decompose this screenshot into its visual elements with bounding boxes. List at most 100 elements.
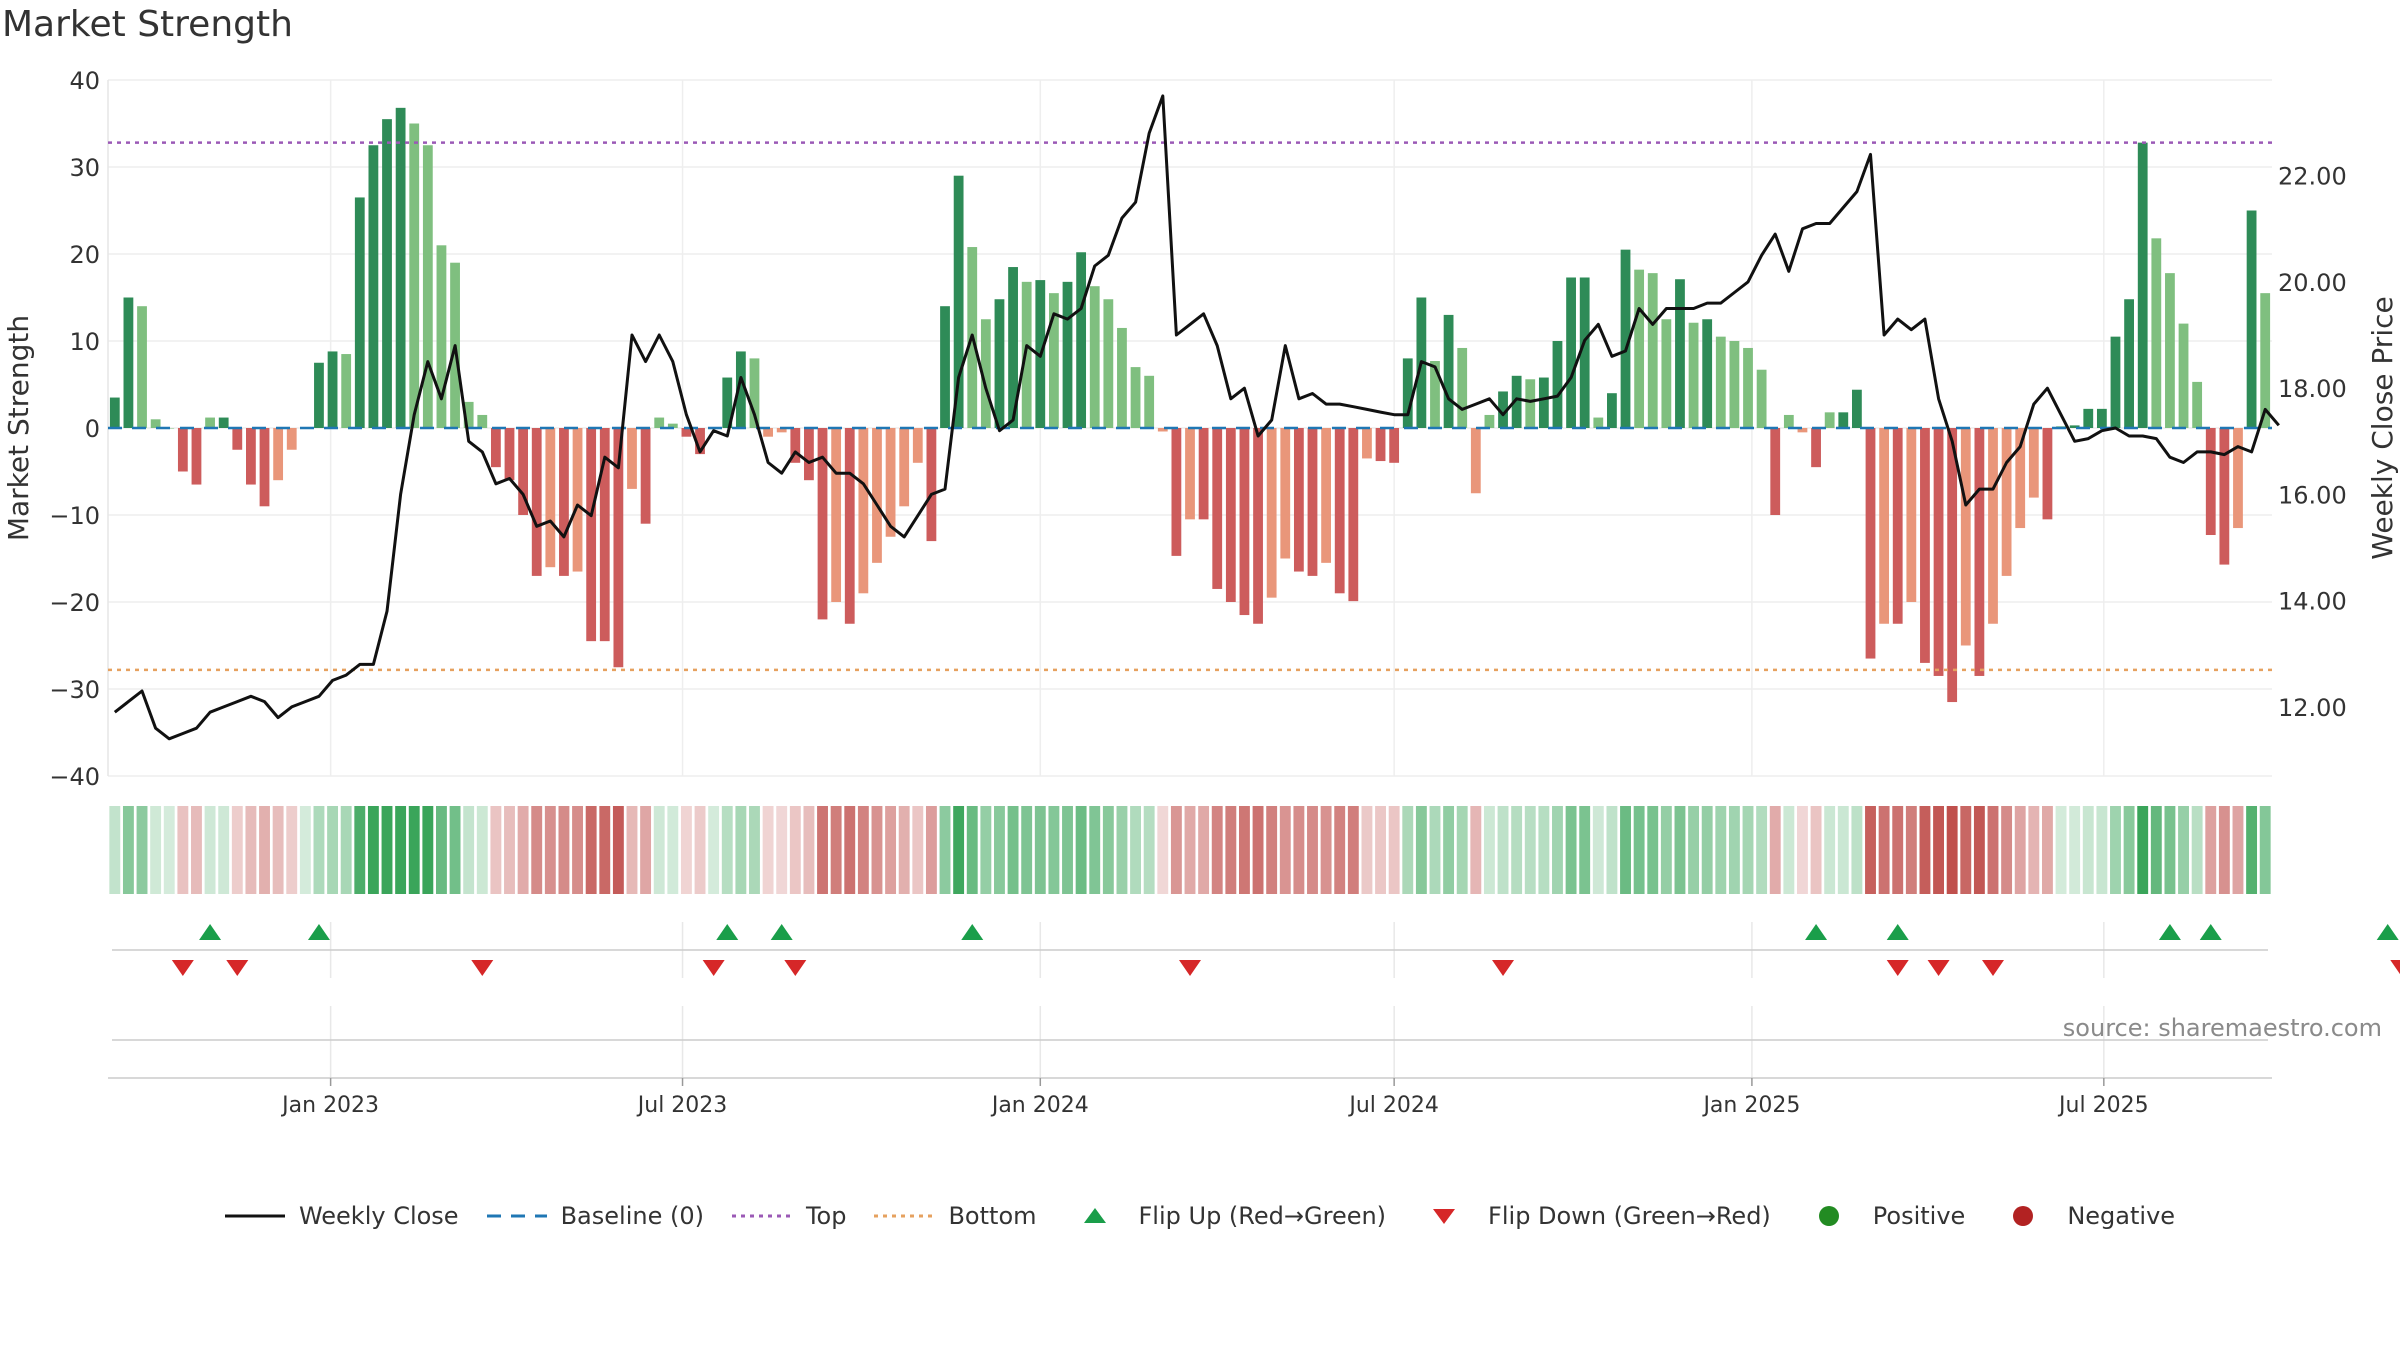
flip-down-marker [1492,960,1515,976]
y2-tick-label: 22.00 [2278,163,2347,191]
flip-up-marker [2158,924,2181,940]
strength-heat-cell [476,806,488,894]
strength-heat-cell [204,806,216,894]
strength-bar [327,351,338,428]
strength-heat-cell [163,806,175,894]
legend-label: Weekly Close [298,1202,459,1230]
strength-heat-cell [231,806,243,894]
strength-bar [763,428,773,437]
strength-heat-cell [2082,806,2094,894]
strength-heat-cell [1987,806,1999,894]
strength-bar [872,428,882,563]
strength-heat-cell [1375,806,1386,894]
strength-heat-cell [544,806,556,894]
strength-bar [1130,367,1141,428]
strength-bar [1811,428,1821,468]
strength-heat-cell [1688,806,1700,894]
y-tick-label: 10 [69,328,100,356]
strength-bar [1389,428,1400,463]
strength-heat-cell [1021,806,1033,894]
strength-heat-cell [381,806,393,894]
strength-bar [273,428,284,481]
strength-bar [1552,341,1563,428]
strength-heat-cell [422,806,434,894]
strength-heat-cell [2178,806,2189,894]
strength-bar [722,377,733,428]
strength-bar [1321,428,1332,563]
strength-bar [2178,323,2189,428]
strength-bar [518,428,529,515]
strength-heat-cell [912,806,924,894]
strength-bar [1484,414,1495,428]
legend-symbol [874,1204,935,1228]
strength-bar [1892,428,1903,624]
strength-bar [1988,428,1998,624]
strength-bar [994,299,1005,428]
flip-up-marker [716,924,739,940]
strength-bar [654,417,665,428]
strength-heat-cell [2246,806,2258,894]
strength-heat-cell [1701,806,1713,894]
strength-bar [341,354,352,428]
strength-heat-cell [1361,806,1373,894]
strength-heat-cell [871,806,883,894]
strength-bar [1511,375,1522,428]
strength-bar [2219,428,2230,565]
strength-bar [1607,393,1617,428]
strength-heat-cell [817,806,828,894]
strength-bar [2137,142,2148,428]
strength-heat-cell [1279,806,1291,894]
strength-heat-cell [1075,806,1087,894]
flip-down-marker [2390,960,2400,975]
legend-item: Flip Down (Green→Red) [1414,1202,1771,1230]
strength-heat-cell [2191,806,2203,894]
strength-bar [1375,428,1386,462]
strength-heat-cell [259,806,270,894]
strength-heat-cell [939,806,951,894]
flip-up-marker [307,924,330,940]
strength-heat-cell [218,806,230,894]
legend-label: Negative [2067,1202,2176,1230]
strength-bar [844,428,855,624]
strength-heat-cell [1715,806,1727,894]
strength-bar [1171,428,1182,556]
strength-heat-cell [1198,806,1210,894]
strength-heat-cell [721,806,733,894]
strength-heat-cell [844,806,856,894]
strength-bar [205,417,215,428]
strength-heat-cell [830,806,842,894]
legend-symbol [224,1204,285,1228]
strength-heat-cell [122,806,134,894]
flip-up-marker [1886,924,1909,940]
strength-bar [1185,428,1195,520]
strength-heat-cell [1756,806,1768,894]
strength-heat-cell [299,806,311,894]
strength-bar [1362,428,1372,459]
strength-bar [1334,428,1345,594]
strength-bar [1715,336,1726,428]
legend-label: Baseline (0) [560,1202,704,1230]
strength-bar [477,414,488,428]
strength-heat-cell [1443,806,1455,894]
flip-up-marker [2376,924,2399,940]
strength-heat-cell [653,806,665,894]
strength-heat-cell [857,806,869,894]
strength-heat-cell [789,806,801,894]
strength-heat-cell [354,806,366,894]
legend-item: Bottom [874,1202,1037,1230]
strength-heat-cell [1388,806,1400,894]
strength-heat-cell [1252,806,1264,894]
strength-heat-cell [177,806,189,894]
legend-symbol [1799,1204,1859,1228]
strength-bar [559,428,569,576]
strength-heat-cell [1973,806,1985,894]
strength-bar [749,358,760,428]
strength-heat-cell [449,806,461,894]
strength-bar [1579,277,1590,428]
legend-item: Top [731,1202,846,1230]
strength-heat-cell [1606,806,1618,894]
strength-heat-cell [504,806,515,894]
legend-symbol [486,1204,547,1228]
strength-bar [980,319,991,428]
